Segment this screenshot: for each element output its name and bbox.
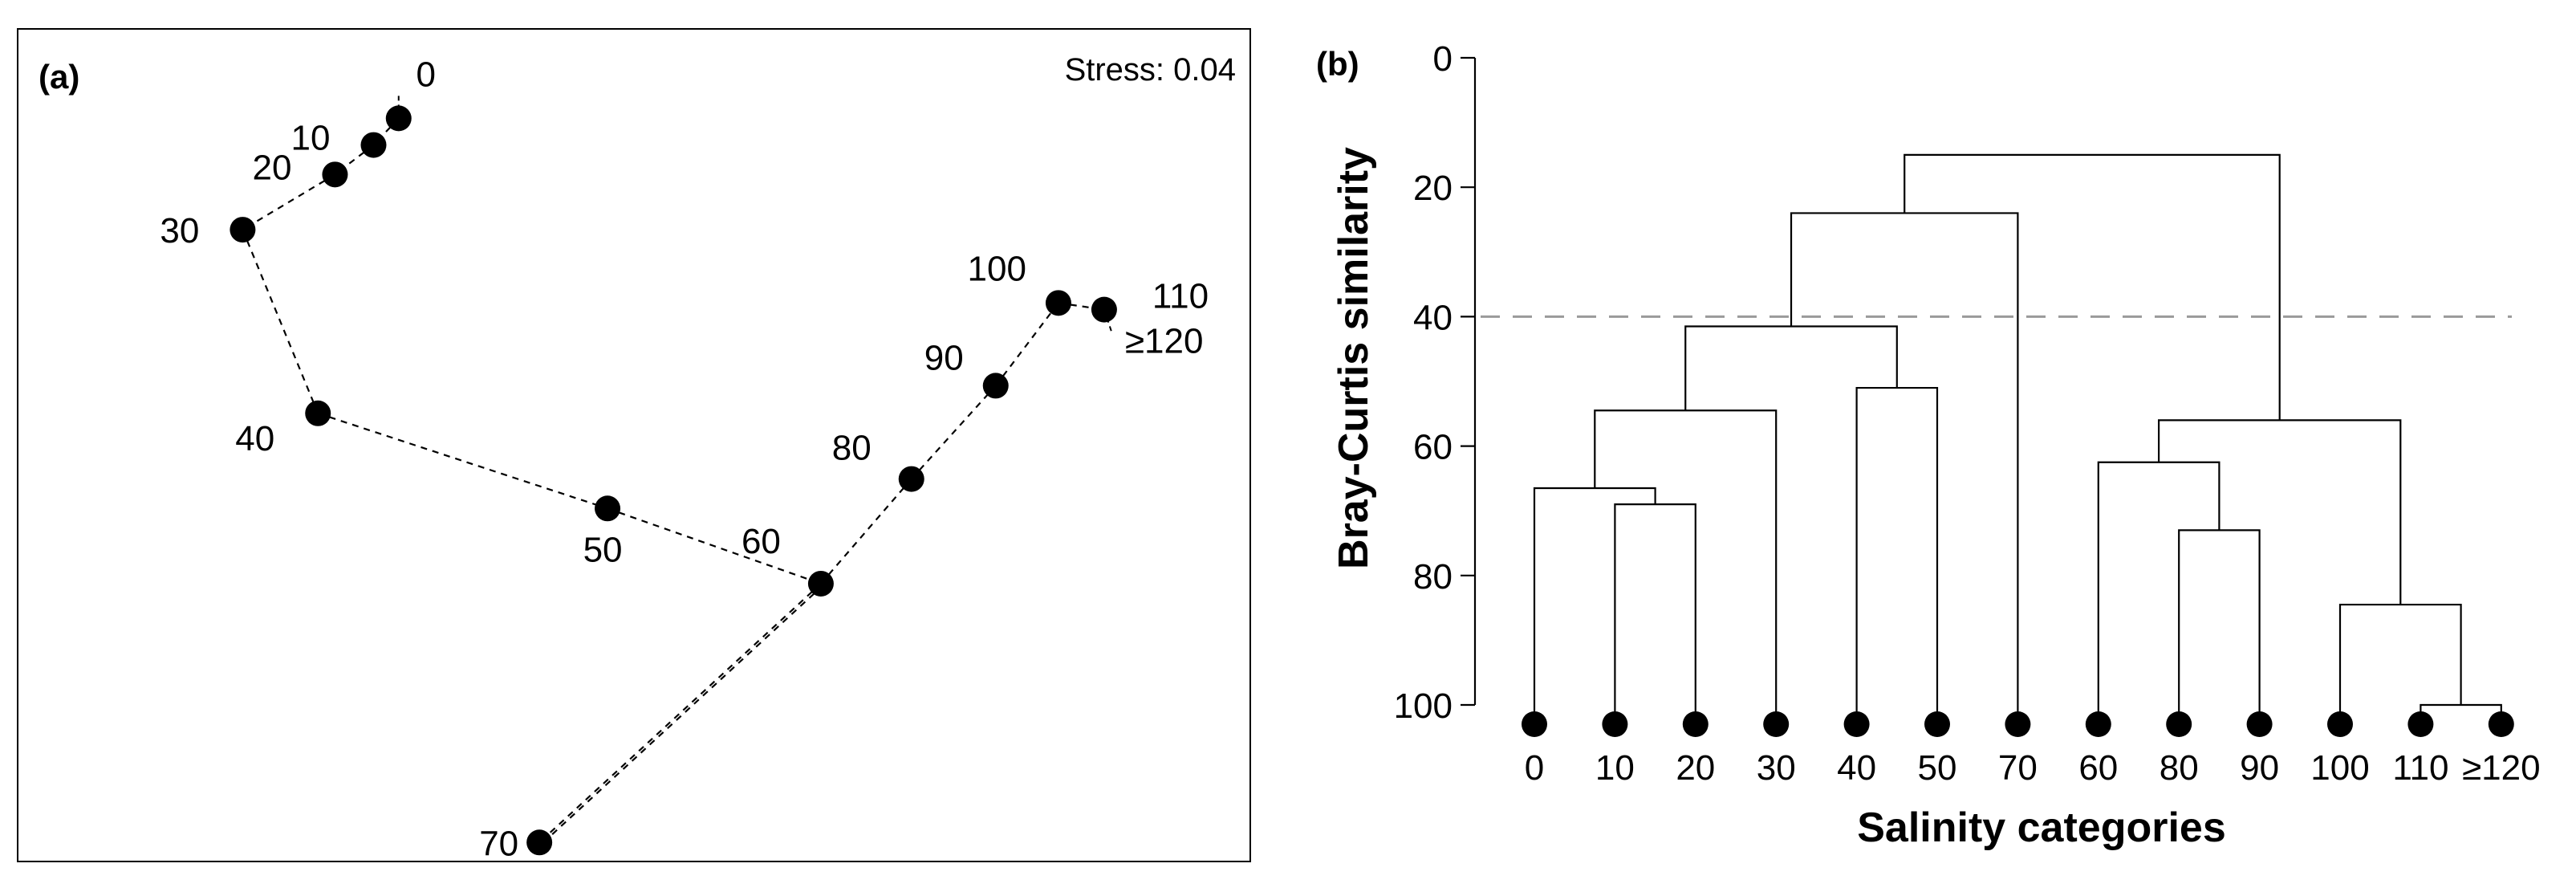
- nmds-point-70: [526, 829, 553, 856]
- dendrogram-merge-9: [2178, 529, 2261, 724]
- leaf-marker-≥120: [2488, 711, 2514, 737]
- dendrogram-merge-1: [1614, 503, 1696, 724]
- leaf-label-70: 70: [1998, 748, 2038, 788]
- leaf-label-20: 20: [1676, 748, 1715, 788]
- trajectory-segment: [242, 229, 319, 414]
- leaf-label-0: 0: [1525, 748, 1544, 788]
- nmds-label-10: 10: [291, 119, 331, 158]
- nmds-points: [230, 105, 1117, 856]
- y-tick-label: 0: [1433, 39, 1453, 79]
- trajectory-segment: [317, 412, 608, 510]
- dendrogram-merge-6: [1790, 212, 2019, 724]
- leaf-marker-110: [2407, 711, 2434, 737]
- nmds-label-50: 50: [583, 530, 623, 569]
- leaf-marker-50: [1924, 711, 1950, 737]
- dendrogram-branches: [1533, 153, 2502, 724]
- similarity-y-axis: 0 20 40 60 80 100: [1394, 39, 1477, 726]
- trajectory-segment: [542, 583, 826, 844]
- nmds-point-100: [1045, 290, 1071, 316]
- nmds-label-100: 100: [968, 249, 1026, 288]
- trajectory-segment: [242, 173, 336, 231]
- stress-annotation: Stress: 0.04: [1065, 52, 1236, 88]
- nmds-point-110: [1091, 296, 1117, 323]
- dendrogram-merge-12: [1904, 153, 2281, 421]
- y-tick-label: 60: [1413, 428, 1453, 467]
- trajectory-segment: [820, 478, 912, 584]
- nmds-label-110: 110: [1152, 277, 1209, 316]
- nmds-point-50: [595, 495, 621, 522]
- y-axis-title: Bray-Curtis similarity: [1331, 147, 1377, 569]
- panel-b-label: (b): [1316, 45, 1359, 83]
- leaf-marker-90: [2246, 711, 2273, 737]
- nmds-trajectory: [242, 96, 1113, 844]
- dendrogram-merge-2: [1533, 487, 1656, 724]
- nmds-label-40: 40: [235, 419, 274, 458]
- nmds-plot-frame: [17, 28, 1251, 862]
- dendrogram-merge-3: [1594, 409, 1778, 724]
- x-axis-title: Salinity categories: [1857, 804, 2226, 851]
- y-tick-label: 40: [1413, 298, 1453, 337]
- y-tick-label: 20: [1413, 169, 1453, 208]
- nmds-label-0: 0: [416, 55, 436, 94]
- nmds-point-40: [305, 400, 331, 426]
- nmds-label-90: 90: [924, 338, 964, 377]
- panel-a-label: (a): [39, 58, 79, 96]
- nmds-label-70: 70: [479, 824, 518, 863]
- leaf-label-40: 40: [1837, 748, 1876, 788]
- leaf-label-110: 110: [2392, 748, 2448, 788]
- dendrogram-merge-8: [2338, 603, 2462, 724]
- trajectory-segment: [994, 302, 1059, 387]
- leaf-marker-100: [2327, 711, 2353, 737]
- dendrogram-leaves: [1522, 711, 2514, 737]
- leaf-label-80: 80: [2160, 748, 2199, 788]
- leaf-label-≥120: ≥120: [2462, 748, 2541, 788]
- trajectory-segment: [910, 385, 997, 480]
- leaf-marker-0: [1522, 711, 1547, 737]
- y-tick-label: 100: [1394, 686, 1453, 726]
- leaf-tick-labels: 0 10 20 30 40 50 70 60 80 90 100 110 ≥120: [1525, 748, 2541, 788]
- nmds-label-60: 60: [742, 522, 781, 561]
- leaf-label-10: 10: [1595, 748, 1635, 788]
- nmds-point-30: [230, 217, 256, 243]
- leaf-marker-20: [1682, 711, 1709, 737]
- nmds-label-30: 30: [160, 211, 199, 250]
- leaf-label-90: 90: [2240, 748, 2279, 788]
- nmds-point-10: [360, 132, 387, 158]
- leaf-marker-60: [2085, 711, 2111, 737]
- leaf-marker-80: [2166, 711, 2192, 737]
- y-tick-label: 80: [1413, 557, 1453, 597]
- leaf-marker-10: [1602, 711, 1628, 737]
- nmds-label-20: 20: [252, 148, 291, 187]
- nmds-point-90: [982, 373, 1009, 399]
- dendrogram-merge-11: [2158, 419, 2402, 605]
- leaf-marker-70: [2005, 711, 2031, 737]
- dendrogram-merge-4: [1855, 386, 1939, 724]
- nmds-point-60: [807, 570, 834, 597]
- leaf-label-30: 30: [1757, 748, 1796, 788]
- nmds-point-20: [322, 161, 348, 188]
- dendrogram-merge-5: [1684, 325, 1898, 411]
- nmds-label-≥120: ≥120: [1125, 322, 1204, 361]
- leaf-marker-30: [1763, 711, 1790, 737]
- nmds-point-0: [385, 105, 412, 132]
- leaf-label-50: 50: [1918, 748, 1957, 788]
- leaf-label-100: 100: [2310, 748, 2369, 788]
- nmds-label-80: 80: [832, 429, 872, 468]
- leaf-marker-40: [1843, 711, 1870, 737]
- trajectory-segment: [607, 507, 822, 584]
- leaf-label-60: 60: [2078, 748, 2118, 788]
- trajectory-segment: [538, 583, 822, 844]
- dendrogram-merge-10: [2097, 461, 2220, 724]
- nmds-point-80: [898, 466, 924, 492]
